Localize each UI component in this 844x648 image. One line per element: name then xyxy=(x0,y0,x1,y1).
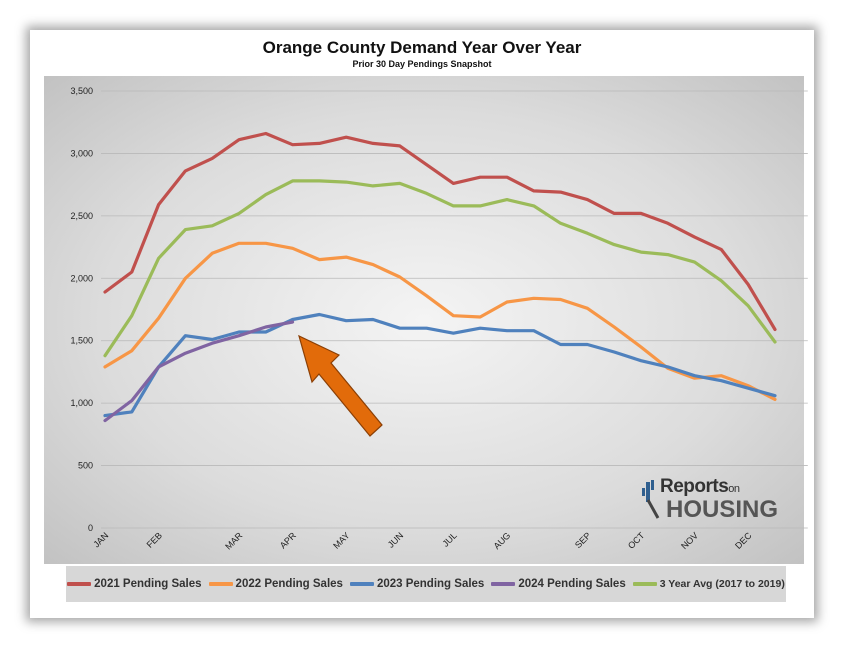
series-line-3 xyxy=(103,320,295,423)
series-lines xyxy=(103,131,777,423)
legend-label: 2022 Pending Sales xyxy=(235,578,343,590)
legend-item-1: 2022 Pending Sales xyxy=(208,578,343,590)
x-tick-label-sep: SEP xyxy=(573,530,593,550)
legend-item-4: 3 Year Avg (2017 to 2019) xyxy=(632,578,785,590)
x-tick-label-apr: APR xyxy=(278,530,299,551)
orange-arrow-icon xyxy=(298,334,383,437)
legend-swatch xyxy=(208,582,233,586)
x-tick-label-aug: AUG xyxy=(492,530,513,551)
series-line-4 xyxy=(103,179,777,358)
x-tick-label-jul: JUL xyxy=(440,530,458,548)
x-tick-label-jun: JUN xyxy=(386,530,405,549)
x-tick-label-may: MAY xyxy=(331,530,351,550)
y-tick-label: 0 xyxy=(88,523,93,533)
x-tick-label-oct: OCT xyxy=(626,530,647,551)
y-tick-label: 1,500 xyxy=(70,336,93,346)
legend-swatch xyxy=(632,582,657,586)
y-tick-label: 2,500 xyxy=(70,211,93,221)
series-line-0 xyxy=(103,131,777,332)
x-tick-label-feb: FEB xyxy=(145,530,164,549)
logo-text-reports: Reportson xyxy=(660,476,740,497)
chart-subtitle: Prior 30 Day Pendings Snapshot xyxy=(352,59,492,69)
reports-on-housing-logo: Reportson HOUSING xyxy=(638,474,778,526)
y-axis-ticks: 0 500 1,000 1,500 2,000 2,500 3,000 3,500 xyxy=(70,86,93,533)
y-tick-label: 3,000 xyxy=(70,148,93,158)
legend-swatch xyxy=(491,582,516,586)
legend-item-2: 2023 Pending Sales xyxy=(349,578,485,590)
series-line-2 xyxy=(103,312,777,418)
x-tick-label-dec: DEC xyxy=(733,530,754,551)
x-tick-label-nov: NOV xyxy=(679,530,700,551)
chart-legend: 2021 Pending Sales 2022 Pending Sales 2023… xyxy=(66,566,786,602)
grid-lines xyxy=(101,90,808,529)
legend-label: 3 Year Avg (2017 to 2019) xyxy=(659,578,785,590)
plot-area xyxy=(44,76,804,564)
logo-text-housing: HOUSING xyxy=(666,496,779,523)
legend-item-3: 2024 Pending Sales xyxy=(491,578,626,590)
x-axis-ticks: JAN FEB MAR APR MAY JUN JUL AUG SEP OCT NOV DEC xyxy=(91,530,754,552)
y-tick-label: 2,000 xyxy=(70,273,93,283)
x-tick-label-mar: MAR xyxy=(223,530,245,552)
line-chart: 0 500 1,000 1,500 2,000 2,500 3,000 3,500 JAN FE… xyxy=(70,86,808,552)
legend-label: 2024 Pending Sales xyxy=(518,578,626,590)
series-line-1 xyxy=(103,241,777,401)
x-tick-label-jan: JAN xyxy=(91,530,110,549)
y-tick-label: 1,000 xyxy=(70,398,93,408)
chart-title: Orange County Demand Year Over Year xyxy=(262,38,582,57)
legend-label: 2023 Pending Sales xyxy=(376,578,485,590)
callout-arrow xyxy=(298,334,383,437)
legend-label: 2021 Pending Sales xyxy=(94,578,202,590)
legend-item-0: 2021 Pending Sales xyxy=(67,578,202,590)
legend-swatch xyxy=(67,582,92,586)
y-tick-label: 3,500 xyxy=(70,86,93,96)
legend-swatch xyxy=(349,582,374,586)
chart-frame: Orange County Demand Year Over Year Prio… xyxy=(30,30,814,618)
logo-mark-icon xyxy=(642,480,660,519)
y-tick-label: 500 xyxy=(78,461,93,471)
